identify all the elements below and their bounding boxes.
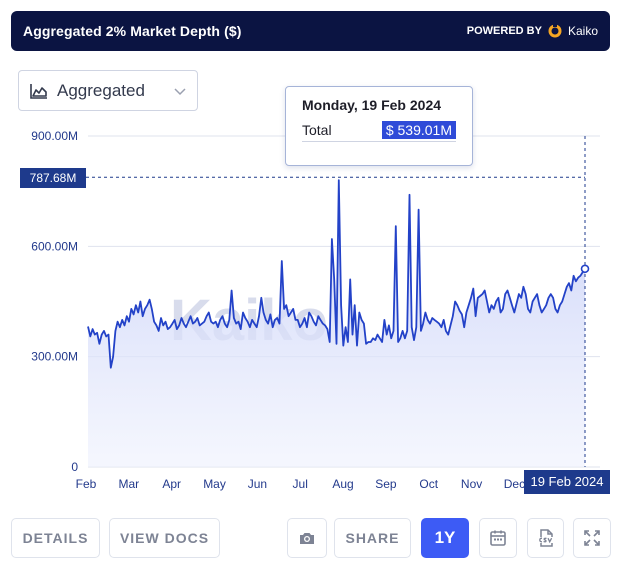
x-tick-label: Dec [504,477,525,491]
x-tick-label: Jul [293,477,308,491]
hover-point [580,264,590,274]
series-line [87,179,586,369]
kaiko-logo-icon [548,24,562,38]
tooltip-value: $ 539.01M [381,121,456,139]
brand-name: Kaiko [567,24,598,38]
csv-file-icon [537,529,554,547]
details-button[interactable]: DETAILS [11,518,100,558]
range-1y-button[interactable]: 1Y [421,518,469,558]
powered-by: POWERED BY Kaiko [467,24,598,38]
screenshot-button[interactable] [287,518,327,558]
chevron-down-icon [174,87,186,95]
dropdown-selected-value: Aggregated [57,80,145,100]
y-tick-label: 900.00M [31,129,78,143]
tooltip-date: Monday, 19 Feb 2024 [302,97,442,113]
area-chart-icon [30,83,47,99]
x-tick-label: Nov [461,477,482,491]
csv-download-button[interactable] [527,518,564,558]
x-tick-label: Mar [119,477,140,491]
series-area [88,180,585,467]
tooltip-series-name: Total [302,122,332,138]
y-tick-label: 0 [71,460,78,474]
x-axis-ticks: Feb Mar Apr May Jun Jul Aug Sep Oct Nov Dec [76,477,525,491]
x-tick-label: Oct [419,477,438,491]
x-tick-label: May [203,477,226,491]
date-picker-button[interactable] [479,518,517,558]
y-axis-ticks: 0 300.00M 600.00M 900.00M [31,129,78,474]
chart-tooltip: Monday, 19 Feb 2024 Total $ 539.01M [285,86,473,166]
crosshair-x-label: 19 Feb 2024 [524,470,610,494]
x-tick-label: Sep [375,477,397,491]
y-tick-label: 300.00M [31,350,78,364]
fullscreen-button[interactable] [573,518,611,558]
x-tick-label: Apr [162,477,181,491]
crosshair-y-label: 787.68M [20,168,86,188]
expand-icon [584,530,600,546]
view-docs-button[interactable]: VIEW DOCS [109,518,220,558]
chart-header: Aggregated 2% Market Depth ($) POWERED B… [11,11,610,51]
calendar-icon [490,530,506,546]
x-tick-label: Jun [248,477,267,491]
x-tick-label: Aug [332,477,353,491]
aggregation-dropdown[interactable]: Aggregated [18,70,198,111]
powered-by-label: POWERED BY [466,25,542,37]
tooltip-row: Total $ 539.01M [302,121,456,142]
chart-title: Aggregated 2% Market Depth ($) [23,23,242,39]
share-button[interactable]: SHARE [334,518,411,558]
camera-icon [300,533,314,544]
x-tick-label: Feb [76,477,97,491]
y-tick-label: 600.00M [31,239,78,253]
